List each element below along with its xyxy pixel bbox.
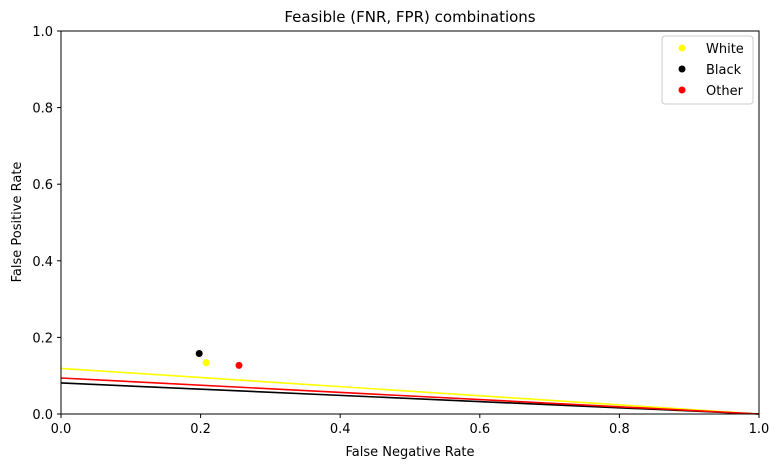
x-tick-label: 0.0 [51, 422, 72, 437]
legend-label-other: Other [706, 84, 744, 99]
point-black [195, 349, 203, 357]
legend-label-black: Black [706, 63, 742, 78]
fnr-fpr-lines [60, 367, 760, 415]
group-points [195, 349, 243, 369]
y-tick-label: 0.2 [32, 331, 53, 346]
point-white [202, 359, 210, 367]
plot-area [61, 31, 759, 414]
x-tick-label: 0.4 [330, 422, 351, 437]
y-axis-ticks: 0.0 0.2 0.4 0.6 0.8 1.0 [32, 25, 61, 423]
legend: White Black Other [661, 35, 754, 105]
x-axis-label: False Negative Rate [345, 445, 474, 460]
x-tick-label: 1.0 [749, 422, 770, 437]
legend-label-white: White [706, 42, 744, 57]
chart-title: Feasible (FNR, FPR) combinations [284, 8, 535, 26]
legend-marker-other [678, 86, 686, 94]
legend-entries: White Black Other [678, 42, 744, 99]
point-other [235, 361, 243, 369]
y-tick-label: 0.0 [32, 408, 53, 423]
x-tick-label: 0.6 [469, 422, 490, 437]
plot-frame [60, 30, 760, 415]
line-black [60, 382, 760, 415]
y-tick-label: 1.0 [32, 25, 53, 40]
legend-marker-black [678, 65, 686, 73]
line-other [60, 377, 760, 415]
x-tick-label: 0.2 [190, 422, 211, 437]
y-tick-label: 0.4 [32, 255, 53, 270]
legend-marker-white [678, 44, 686, 52]
line-white [60, 367, 760, 415]
x-axis-ticks: 0.0 0.2 0.4 0.6 0.8 1.0 [51, 414, 770, 437]
x-tick-label: 0.8 [609, 422, 630, 437]
y-tick-label: 0.8 [32, 102, 53, 117]
legend-box [661, 35, 754, 105]
y-axis-label: False Positive Rate [10, 162, 25, 283]
y-tick-label: 0.6 [32, 178, 53, 193]
